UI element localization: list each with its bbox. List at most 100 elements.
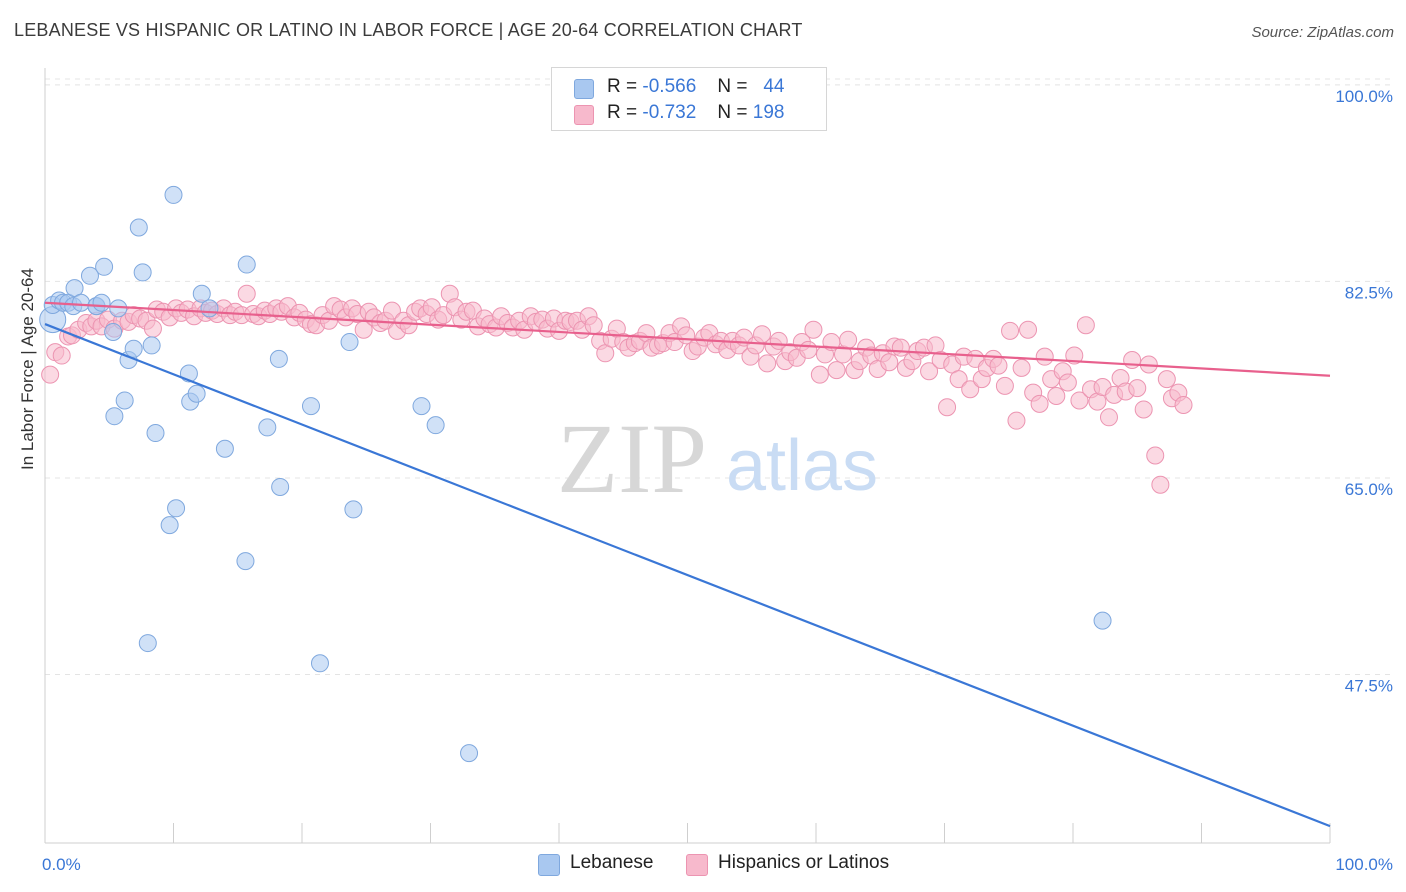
data-point-hispanic xyxy=(1012,358,1031,377)
data-point-lebanese xyxy=(200,299,219,318)
legend-r-label: R = xyxy=(607,76,638,97)
lebanese-series xyxy=(39,185,1112,763)
data-point-hispanic xyxy=(1070,391,1089,410)
data-point-lebanese xyxy=(105,407,124,426)
data-point-hispanic xyxy=(938,398,957,417)
data-point-lebanese xyxy=(258,418,277,437)
chart-title: LEBANESE VS HISPANIC OR LATINO IN LABOR … xyxy=(14,20,803,40)
data-point-hispanic xyxy=(804,320,823,339)
data-point-hispanic xyxy=(382,301,401,320)
data-point-hispanic xyxy=(1030,394,1049,413)
data-point-lebanese xyxy=(1093,611,1112,630)
data-point-lebanese xyxy=(71,293,90,312)
data-point-hispanic xyxy=(1146,446,1165,465)
data-point-lebanese xyxy=(95,257,114,276)
tick-labels: 47.5% 65.0% 82.5% 100.0% 0.0% 100.0% xyxy=(42,87,1393,874)
data-point-lebanese xyxy=(129,218,148,237)
data-point-hispanic xyxy=(584,316,603,335)
axes xyxy=(44,68,1331,844)
legend-n-label: N = xyxy=(717,102,748,123)
legend-r-label: R = xyxy=(607,102,638,123)
data-point-lebanese xyxy=(146,424,165,443)
legend-r-value: -0.566 xyxy=(642,76,697,97)
data-point-hispanic xyxy=(41,365,60,384)
x-tick-label: 100.0% xyxy=(1335,855,1393,874)
data-point-lebanese xyxy=(104,322,123,341)
data-point-lebanese xyxy=(167,499,186,518)
watermark-zip: ZIP xyxy=(557,403,707,514)
data-point-hispanic xyxy=(949,370,968,389)
data-point-hispanic xyxy=(995,376,1014,395)
data-point-lebanese xyxy=(271,477,290,496)
data-point-hispanic xyxy=(1099,408,1118,427)
trend-line-hispanic xyxy=(44,301,1331,377)
data-point-hispanic xyxy=(143,319,162,338)
data-point-hispanic xyxy=(1065,346,1084,365)
trend-line-lebanese xyxy=(44,323,1331,828)
data-point-hispanic xyxy=(1174,395,1193,414)
data-point-hispanic xyxy=(1123,351,1142,370)
data-point-lebanese xyxy=(164,185,183,204)
data-point-lebanese xyxy=(310,654,329,673)
data-point-lebanese xyxy=(92,293,111,312)
data-point-hispanic xyxy=(1134,400,1153,419)
data-point-hispanic xyxy=(1047,386,1066,405)
data-point-hispanic xyxy=(1151,475,1170,494)
data-point-lebanese xyxy=(124,339,143,358)
data-point-hispanic xyxy=(52,346,71,365)
data-point-lebanese xyxy=(187,384,206,403)
data-point-lebanese xyxy=(237,255,256,274)
data-point-lebanese xyxy=(344,500,363,519)
data-point-hispanic xyxy=(810,365,829,384)
legend-n-value: 44 xyxy=(763,76,785,97)
data-point-lebanese xyxy=(142,336,161,355)
data-point-lebanese xyxy=(80,266,99,285)
data-point-lebanese xyxy=(460,744,479,763)
data-point-hispanic xyxy=(1128,379,1147,398)
y-tick-label: 100.0% xyxy=(1335,87,1393,106)
data-point-lebanese xyxy=(236,552,255,571)
data-point-hispanic xyxy=(880,353,899,372)
y-tick-label: 47.5% xyxy=(1345,677,1393,696)
data-point-hispanic xyxy=(1058,373,1077,392)
trend-lines xyxy=(44,301,1331,828)
data-point-hispanic xyxy=(1076,316,1095,335)
legend-swatch-hispanic xyxy=(574,105,594,125)
x-tick-label: 0.0% xyxy=(42,855,81,874)
data-point-lebanese xyxy=(160,516,179,535)
correlation-legend: R = -0.566 N = 44 R = -0.732 N = 198 xyxy=(551,67,827,131)
y-tick-label: 82.5% xyxy=(1345,283,1393,302)
legend-text-hispanic: R = -0.732 N = 198 xyxy=(607,102,784,124)
data-point-lebanese xyxy=(301,397,320,416)
hispanic-series xyxy=(41,284,1193,494)
data-point-hispanic xyxy=(1001,321,1020,340)
data-point-lebanese xyxy=(192,284,211,303)
y-axis-label: In Labor Force | Age 20-64 xyxy=(18,268,37,470)
data-point-hispanic xyxy=(237,284,256,303)
data-point-lebanese xyxy=(269,349,288,368)
data-point-hispanic xyxy=(891,338,910,357)
data-point-hispanic xyxy=(961,380,980,399)
legend-text-lebanese: R = -0.566 N = 44 xyxy=(607,76,784,98)
bottom-legend-label-lebanese: Lebanese xyxy=(570,852,654,873)
bottom-legend-swatch-lebanese xyxy=(538,854,560,876)
data-point-lebanese xyxy=(138,634,157,653)
watermark: ZIP atlas xyxy=(557,403,878,514)
watermark-atlas: atlas xyxy=(726,426,878,506)
legend-swatch-lebanese xyxy=(574,79,594,99)
data-point-hispanic xyxy=(799,340,818,359)
data-point-hispanic xyxy=(1157,370,1176,389)
legend-n-value: 198 xyxy=(752,102,785,123)
data-point-hispanic xyxy=(1035,347,1054,366)
data-point-lebanese xyxy=(109,299,128,318)
data-point-hispanic xyxy=(758,354,777,373)
bottom-legend-swatch-hispanic xyxy=(686,854,708,876)
data-point-lebanese xyxy=(215,439,234,458)
grid-lines xyxy=(45,78,1393,676)
data-point-lebanese xyxy=(426,416,445,435)
data-point-lebanese xyxy=(340,333,359,352)
legend-r-value: -0.732 xyxy=(642,102,697,123)
data-point-hispanic xyxy=(1007,411,1026,430)
chart-source: Source: ZipAtlas.com xyxy=(1251,24,1394,41)
